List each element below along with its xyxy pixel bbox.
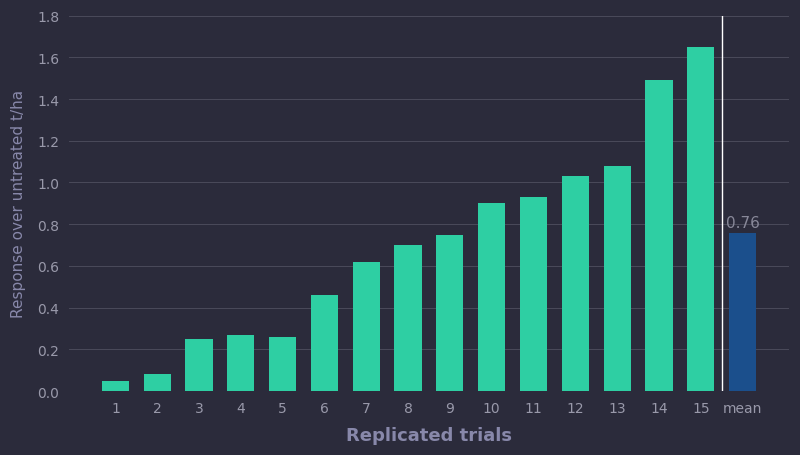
X-axis label: Replicated trials: Replicated trials — [346, 426, 512, 444]
Bar — [687, 48, 714, 391]
Bar — [144, 374, 170, 391]
Bar — [227, 335, 254, 391]
Bar — [646, 81, 673, 391]
Bar — [478, 204, 506, 391]
Bar — [102, 381, 129, 391]
Bar — [394, 246, 422, 391]
Text: 0.76: 0.76 — [726, 216, 760, 231]
Bar — [520, 197, 547, 391]
Y-axis label: Response over untreated t/ha: Response over untreated t/ha — [11, 90, 26, 318]
Bar — [311, 295, 338, 391]
Bar — [603, 167, 630, 391]
Bar — [269, 337, 296, 391]
Bar — [186, 339, 213, 391]
Bar — [353, 262, 380, 391]
Bar — [436, 235, 463, 391]
Bar — [562, 177, 589, 391]
Bar — [729, 233, 756, 391]
